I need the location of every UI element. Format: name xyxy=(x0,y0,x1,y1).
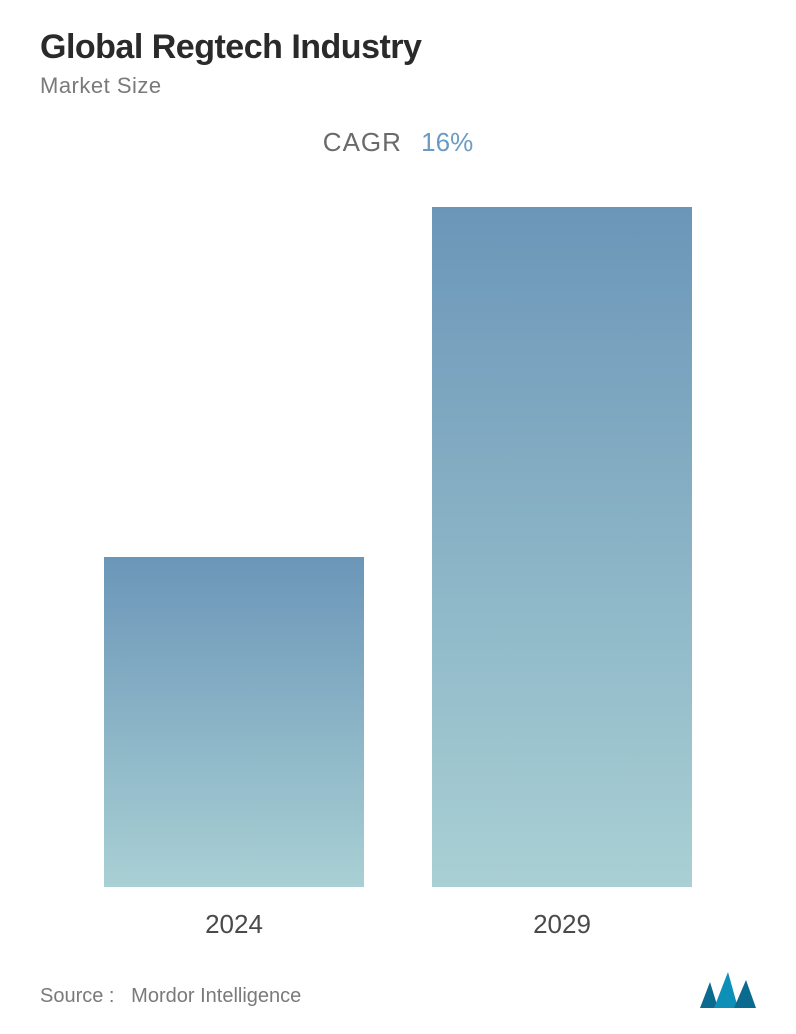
bar-0 xyxy=(104,557,364,887)
cagr-value: 16% xyxy=(421,127,473,157)
bar-group-0: 2024 xyxy=(104,557,364,940)
cagr-label: CAGR xyxy=(323,127,402,157)
source-label: Source : xyxy=(40,985,114,1007)
bar-group-1: 2029 xyxy=(432,207,692,940)
mordor-logo-icon xyxy=(700,970,756,1008)
bar-label-0: 2024 xyxy=(205,909,263,940)
page-title: Global Regtech Industry xyxy=(40,28,756,67)
bar-chart: 2024 2029 xyxy=(40,178,756,940)
footer: Source : Mordor Intelligence xyxy=(40,970,756,1014)
source-name: Mordor Intelligence xyxy=(131,985,301,1007)
page-subtitle: Market Size xyxy=(40,73,756,99)
infographic-container: Global Regtech Industry Market Size CAGR… xyxy=(0,0,796,1034)
cagr-row: CAGR 16% xyxy=(40,127,756,158)
bar-label-1: 2029 xyxy=(533,909,591,940)
source-text: Source : Mordor Intelligence xyxy=(40,985,301,1008)
bar-1 xyxy=(432,207,692,887)
